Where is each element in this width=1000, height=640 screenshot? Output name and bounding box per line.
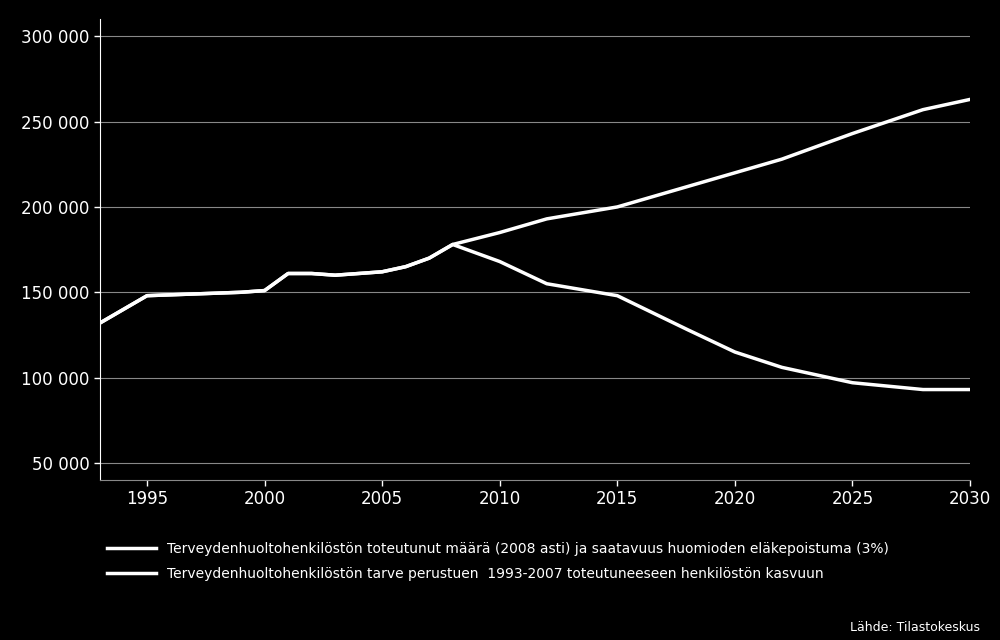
Terveydenhuoltohenkilöstön tarve perustuen  1993-2007 toteutuneeseen henkilöstön kasvuun: [447, 241, 459, 248]
Terveydenhuoltohenkilöstön tarve perustuen  1993-2007 toteutuneeseen henkilöstön kasvuun: [188, 290, 200, 298]
Terveydenhuoltohenkilöstön toteutunut määrä (2008 asti) ja saatavuus huomioden eläkepoistuma (3%): [282, 269, 294, 277]
Terveydenhuoltohenkilöstön toteutunut määrä (2008 asti) ja saatavuus huomioden eläkepoistuma (3%): [541, 215, 553, 223]
Terveydenhuoltohenkilöstön toteutunut määrä (2008 asti) ja saatavuus huomioden eläkepoistuma (3%): [306, 269, 318, 277]
Terveydenhuoltohenkilöstön tarve perustuen  1993-2007 toteutuneeseen henkilöstön kasvuun: [94, 319, 106, 327]
Terveydenhuoltohenkilöstön tarve perustuen  1993-2007 toteutuneeseen henkilöstön kasvuun: [846, 379, 858, 387]
Terveydenhuoltohenkilöstön toteutunut määrä (2008 asti) ja saatavuus huomioden eläkepoistuma (3%): [188, 290, 200, 298]
Terveydenhuoltohenkilöstön toteutunut määrä (2008 asti) ja saatavuus huomioden eläkepoistuma (3%): [611, 203, 623, 211]
Terveydenhuoltohenkilöstön tarve perustuen  1993-2007 toteutuneeseen henkilöstön kasvuun: [306, 269, 318, 277]
Terveydenhuoltohenkilöstön tarve perustuen  1993-2007 toteutuneeseen henkilöstön kasvuun: [400, 263, 412, 271]
Terveydenhuoltohenkilöstön tarve perustuen  1993-2007 toteutuneeseen henkilöstön kasvuun: [259, 287, 271, 294]
Terveydenhuoltohenkilöstön tarve perustuen  1993-2007 toteutuneeseen henkilöstön kasvuun: [682, 326, 694, 333]
Terveydenhuoltohenkilöstön tarve perustuen  1993-2007 toteutuneeseen henkilöstön kasvuun: [776, 364, 788, 371]
Terveydenhuoltohenkilöstön tarve perustuen  1993-2007 toteutuneeseen henkilöstön kasvuun: [964, 386, 976, 394]
Terveydenhuoltohenkilöstön toteutunut määrä (2008 asti) ja saatavuus huomioden eläkepoistuma (3%): [329, 271, 341, 279]
Terveydenhuoltohenkilöstön toteutunut määrä (2008 asti) ja saatavuus huomioden eläkepoistuma (3%): [846, 130, 858, 138]
Legend: Terveydenhuoltohenkilöstön toteutunut määrä (2008 asti) ja saatavuus huomioden e: Terveydenhuoltohenkilöstön toteutunut mä…: [107, 542, 889, 581]
Terveydenhuoltohenkilöstön tarve perustuen  1993-2007 toteutuneeseen henkilöstön kasvuun: [423, 254, 435, 262]
Terveydenhuoltohenkilöstön toteutunut määrä (2008 asti) ja saatavuus huomioden eläkepoistuma (3%): [729, 169, 741, 177]
Terveydenhuoltohenkilöstön tarve perustuen  1993-2007 toteutuneeseen henkilöstön kasvuun: [611, 292, 623, 300]
Terveydenhuoltohenkilöstön toteutunut määrä (2008 asti) ja saatavuus huomioden eläkepoistuma (3%): [141, 292, 153, 300]
Terveydenhuoltohenkilöstön toteutunut määrä (2008 asti) ja saatavuus huomioden eläkepoistuma (3%): [118, 305, 130, 313]
Terveydenhuoltohenkilöstön toteutunut määrä (2008 asti) ja saatavuus huomioden eläkepoistuma (3%): [682, 182, 694, 190]
Terveydenhuoltohenkilöstön toteutunut määrä (2008 asti) ja saatavuus huomioden eläkepoistuma (3%): [776, 156, 788, 163]
Terveydenhuoltohenkilöstön tarve perustuen  1993-2007 toteutuneeseen henkilöstön kasvuun: [235, 289, 247, 296]
Terveydenhuoltohenkilöstön tarve perustuen  1993-2007 toteutuneeseen henkilöstön kasvuun: [729, 348, 741, 356]
Terveydenhuoltohenkilöstön toteutunut määrä (2008 asti) ja saatavuus huomioden eläkepoistuma (3%): [494, 228, 506, 236]
Terveydenhuoltohenkilöstön tarve perustuen  1993-2007 toteutuneeseen henkilöstön kasvuun: [329, 271, 341, 279]
Terveydenhuoltohenkilöstön toteutunut määrä (2008 asti) ja saatavuus huomioden eläkepoistuma (3%): [94, 319, 106, 327]
Terveydenhuoltohenkilöstön toteutunut määrä (2008 asti) ja saatavuus huomioden eläkepoistuma (3%): [259, 287, 271, 294]
Terveydenhuoltohenkilöstön tarve perustuen  1993-2007 toteutuneeseen henkilöstön kasvuun: [118, 305, 130, 313]
Line: Terveydenhuoltohenkilöstön tarve perustuen  1993-2007 toteutuneeseen henkilöstön kasvuun: Terveydenhuoltohenkilöstön tarve perustu…: [100, 244, 970, 390]
Terveydenhuoltohenkilöstön tarve perustuen  1993-2007 toteutuneeseen henkilöstön kasvuun: [917, 386, 929, 394]
Terveydenhuoltohenkilöstön toteutunut määrä (2008 asti) ja saatavuus huomioden eläkepoistuma (3%): [423, 254, 435, 262]
Terveydenhuoltohenkilöstön toteutunut määrä (2008 asti) ja saatavuus huomioden eläkepoistuma (3%): [376, 268, 388, 276]
Terveydenhuoltohenkilöstön toteutunut määrä (2008 asti) ja saatavuus huomioden eläkepoistuma (3%): [917, 106, 929, 113]
Terveydenhuoltohenkilöstön toteutunut määrä (2008 asti) ja saatavuus huomioden eläkepoistuma (3%): [964, 95, 976, 103]
Terveydenhuoltohenkilöstön toteutunut määrä (2008 asti) ja saatavuus huomioden eläkepoistuma (3%): [235, 289, 247, 296]
Text: Lähde: Tilastokeskus: Lähde: Tilastokeskus: [850, 621, 980, 634]
Terveydenhuoltohenkilöstön tarve perustuen  1993-2007 toteutuneeseen henkilöstön kasvuun: [494, 258, 506, 266]
Terveydenhuoltohenkilöstön toteutunut määrä (2008 asti) ja saatavuus huomioden eläkepoistuma (3%): [353, 269, 365, 277]
Terveydenhuoltohenkilöstön tarve perustuen  1993-2007 toteutuneeseen henkilöstön kasvuun: [541, 280, 553, 287]
Terveydenhuoltohenkilöstön tarve perustuen  1993-2007 toteutuneeseen henkilöstön kasvuun: [282, 269, 294, 277]
Terveydenhuoltohenkilöstön tarve perustuen  1993-2007 toteutuneeseen henkilöstön kasvuun: [353, 269, 365, 277]
Terveydenhuoltohenkilöstön toteutunut määrä (2008 asti) ja saatavuus huomioden eläkepoistuma (3%): [447, 241, 459, 248]
Terveydenhuoltohenkilöstön tarve perustuen  1993-2007 toteutuneeseen henkilöstön kasvuun: [141, 292, 153, 300]
Terveydenhuoltohenkilöstön tarve perustuen  1993-2007 toteutuneeseen henkilöstön kasvuun: [376, 268, 388, 276]
Line: Terveydenhuoltohenkilöstön toteutunut määrä (2008 asti) ja saatavuus huomioden eläkepoistuma (3%): Terveydenhuoltohenkilöstön toteutunut mä…: [100, 99, 970, 323]
Terveydenhuoltohenkilöstön toteutunut määrä (2008 asti) ja saatavuus huomioden eläkepoistuma (3%): [400, 263, 412, 271]
